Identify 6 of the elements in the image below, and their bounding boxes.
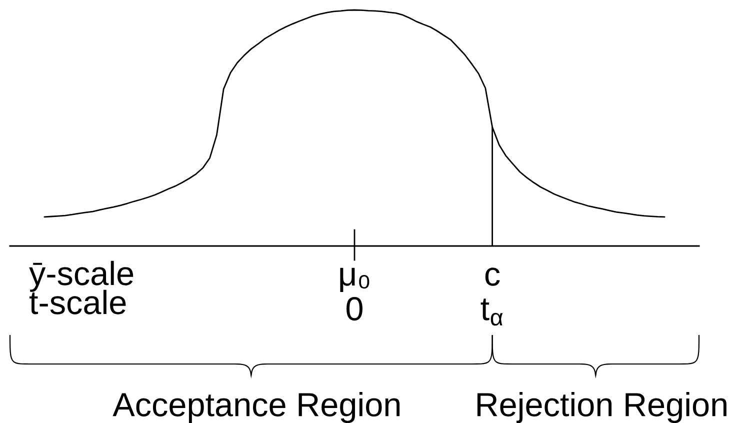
x-tick-label: c t$_{α}$: [480, 268, 503, 326]
x-tick-label: μ₀ 0: [340, 268, 370, 321]
text: Acceptance Region: [112, 392, 400, 423]
text: ȳ-scale: [29, 260, 134, 292]
text: t-scale: [30, 290, 126, 314]
text: Rejection Region: [477, 392, 726, 423]
